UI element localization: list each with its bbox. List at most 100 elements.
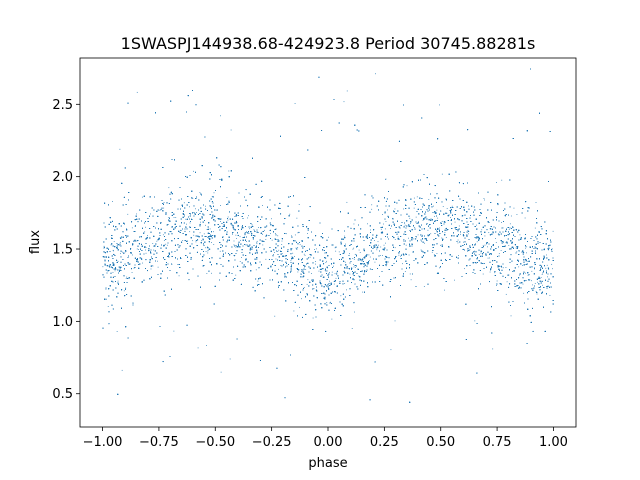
data-point	[195, 241, 197, 243]
data-point	[375, 73, 376, 75]
data-point	[334, 273, 336, 275]
data-point	[541, 274, 543, 275]
data-point	[295, 247, 297, 249]
data-point	[422, 234, 423, 236]
data-point	[487, 246, 488, 248]
data-point	[241, 257, 242, 258]
data-point	[546, 264, 548, 266]
data-point	[211, 201, 213, 203]
data-point	[110, 276, 112, 278]
data-point	[433, 254, 435, 256]
data-point	[193, 234, 195, 236]
data-point	[484, 244, 486, 246]
data-point	[518, 250, 520, 252]
data-point	[326, 302, 328, 304]
data-point	[463, 241, 464, 243]
data-point	[220, 205, 221, 206]
data-point	[114, 270, 116, 272]
data-point	[141, 196, 143, 198]
data-point	[547, 248, 548, 250]
data-point	[113, 241, 115, 242]
data-point	[370, 229, 371, 231]
data-point	[157, 260, 158, 262]
data-point	[102, 266, 104, 268]
data-point	[441, 173, 443, 175]
data-point	[112, 201, 113, 202]
data-point	[519, 234, 521, 236]
data-point	[360, 258, 362, 260]
data-point	[193, 170, 194, 172]
data-point	[418, 221, 419, 223]
data-point	[326, 270, 328, 272]
data-point	[239, 261, 241, 262]
data-point	[186, 223, 187, 225]
data-point	[486, 243, 487, 245]
data-point	[436, 253, 438, 254]
data-point	[328, 236, 329, 238]
data-point	[166, 244, 168, 246]
data-point	[531, 270, 533, 272]
data-point	[246, 241, 247, 242]
data-point	[346, 201, 348, 203]
data-point	[508, 229, 510, 230]
data-point	[467, 229, 469, 231]
data-point	[536, 293, 538, 295]
data-point	[313, 288, 315, 289]
data-point	[363, 257, 365, 259]
data-point	[534, 282, 536, 284]
data-point	[414, 227, 416, 228]
data-point	[526, 246, 528, 248]
data-point	[262, 204, 263, 206]
data-point	[274, 233, 276, 234]
data-point	[422, 219, 424, 221]
data-point	[380, 228, 382, 230]
data-point	[324, 269, 326, 271]
data-point	[469, 249, 471, 251]
data-point	[410, 279, 412, 281]
data-point	[516, 251, 518, 253]
data-point	[112, 249, 114, 251]
data-point	[145, 226, 147, 228]
data-point	[220, 371, 222, 373]
data-point	[505, 267, 507, 268]
data-point	[308, 257, 309, 258]
data-point	[505, 293, 507, 295]
data-point	[362, 263, 364, 265]
data-point	[211, 242, 212, 243]
data-point	[506, 281, 508, 283]
data-point	[509, 223, 511, 225]
data-point	[151, 265, 153, 267]
data-point	[284, 276, 285, 278]
data-point	[535, 202, 537, 204]
data-point	[439, 267, 440, 269]
data-point	[227, 219, 229, 221]
data-point	[272, 270, 273, 272]
data-point	[462, 234, 464, 236]
data-point	[274, 252, 276, 253]
data-point	[333, 283, 335, 285]
data-point	[344, 235, 346, 237]
data-point	[297, 271, 299, 273]
data-point	[264, 229, 265, 231]
data-point	[409, 273, 411, 275]
data-point	[203, 233, 205, 235]
data-point	[394, 247, 396, 249]
data-point	[297, 247, 299, 248]
data-point	[501, 179, 503, 181]
data-point	[213, 244, 215, 245]
data-point	[525, 247, 526, 249]
data-point	[482, 245, 484, 247]
data-point	[163, 202, 165, 203]
data-point	[304, 254, 306, 256]
data-point	[240, 239, 241, 241]
data-point	[454, 221, 456, 223]
data-point	[131, 254, 133, 256]
data-point	[404, 224, 406, 226]
data-point	[251, 224, 253, 226]
data-point	[154, 245, 156, 247]
data-point	[394, 238, 396, 240]
data-point	[150, 268, 152, 270]
data-point	[535, 290, 537, 292]
data-point	[299, 244, 301, 246]
data-point	[431, 251, 433, 253]
